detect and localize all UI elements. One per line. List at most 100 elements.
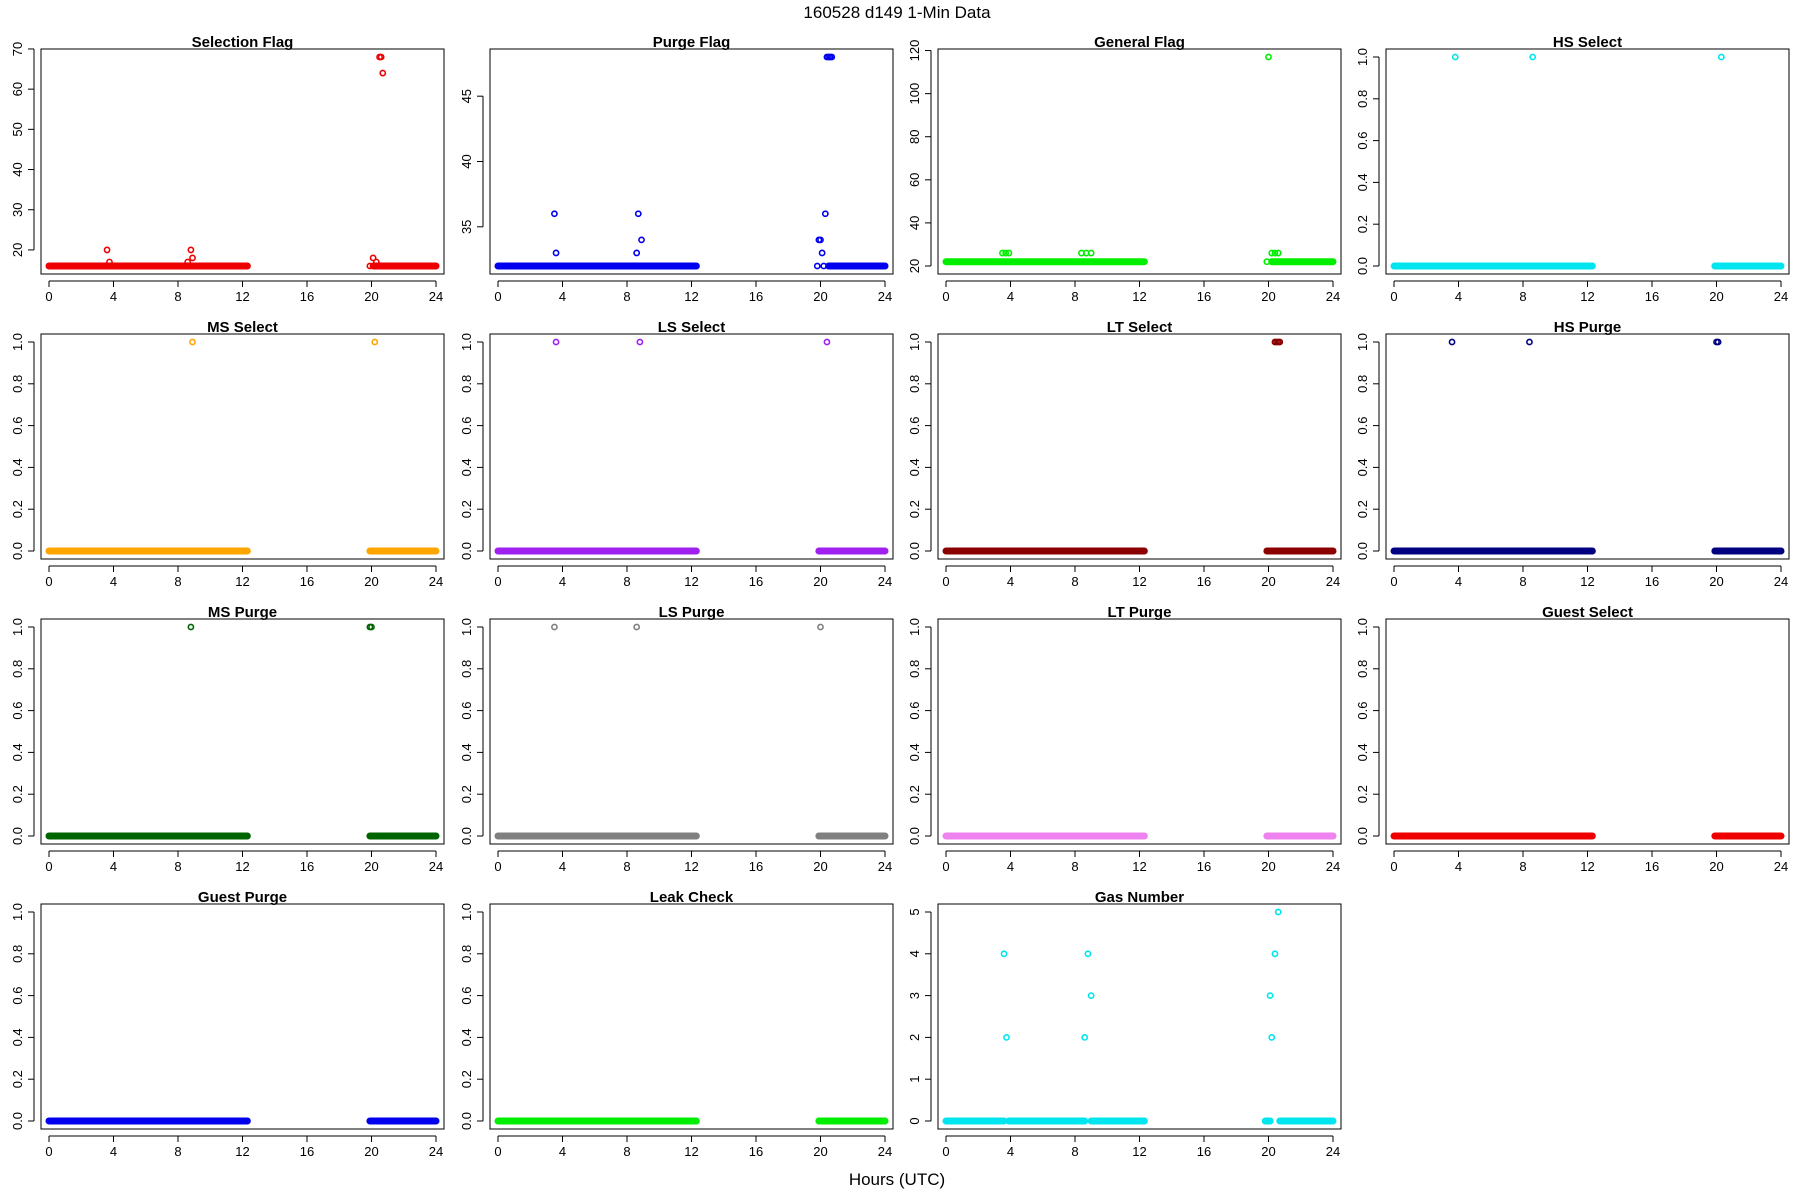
panel-hs-select: HS Select 0 4 8 12 16 20 24 0.0 0.2 0.4 0.6 0.8 1.0 [1355,34,1790,304]
data-point [377,53,385,61]
panel-title: LS Select [658,319,726,336]
data-point [633,249,641,257]
x-axis: 0 4 8 12 16 20 24 [45,280,443,304]
x-tick-label: 8 [174,289,181,304]
y-tick-label: 0.2 [1355,215,1370,233]
y-tick-label: 0.8 [1355,660,1370,678]
y-tick-label: 0.4 [10,458,25,476]
data-point [1271,950,1279,958]
x-tick-label: 24 [1326,574,1340,589]
panel-leak-check: Leak Check 0 4 8 12 16 20 24 0.0 0.2 0.4 0.6 0.8 1.0 [459,889,894,1159]
x-tick-label: 16 [300,859,314,874]
y-tick-label: 0.8 [10,375,25,393]
y-tick-label: 60 [10,82,25,96]
x-tick-label: 0 [942,574,949,589]
x-tick-label: 16 [1197,574,1211,589]
x-tick-label: 8 [1071,289,1078,304]
data-point [366,262,374,270]
plot-frame [1385,48,1790,275]
panel-purge-flag: Purge Flag 0 4 8 12 16 20 24 35 40 45 [459,34,894,304]
y-tick-label: 1.0 [1355,333,1370,351]
y-tick-label: 80 [907,129,922,143]
x-tick-label: 16 [749,1144,763,1159]
data-point [633,623,641,631]
plot-frame [937,618,1342,845]
y-tick-label: 40 [459,154,474,168]
data-point [1717,53,1725,61]
data-point [999,249,1006,257]
y-tick-label: 1.0 [10,333,25,351]
x-tick-label: 4 [1455,574,1462,589]
y-tick-label: 2 [907,1034,922,1041]
x-tick-label: 4 [559,859,566,874]
data-points [45,623,440,840]
x-tick-label: 12 [1132,289,1146,304]
x-tick-label: 4 [559,574,566,589]
y-axis: 0.0 0.2 0.4 0.6 0.8 1.0 [10,618,35,845]
x-tick-label: 24 [878,574,892,589]
data-points [494,53,889,270]
x-tick-label: 4 [559,289,566,304]
y-tick-label: 0.8 [907,375,922,393]
data-point [1271,249,1279,257]
y-tick-label: 0.2 [907,500,922,518]
data-point [189,254,196,262]
data-point [818,249,826,257]
panel-title: HS Select [1553,34,1622,51]
x-tick-label: 20 [1261,289,1275,304]
x-tick-label: 20 [813,859,827,874]
y-axis: 20 40 60 80 100 120 [907,40,932,273]
data-point [638,236,645,244]
data-point [187,623,195,631]
x-tick-label: 16 [300,574,314,589]
x-tick-label: 12 [1132,859,1146,874]
x-tick-label: 12 [1580,289,1594,304]
x-tick-label: 8 [1071,859,1078,874]
panel-title: LT Select [1107,319,1173,336]
x-tick-label: 24 [429,859,443,874]
x-tick-label: 20 [364,289,378,304]
x-tick-label: 12 [1132,574,1146,589]
y-tick-label: 4 [907,950,922,957]
y-tick-label: 0.8 [459,660,474,678]
data-points [45,338,440,555]
y-tick-label: 60 [907,173,922,187]
x-tick-label: 20 [1261,1144,1275,1159]
y-tick-label: 0.0 [1355,827,1370,845]
x-tick-label: 12 [235,859,249,874]
y-tick-label: 0.6 [1355,702,1370,720]
y-tick-label: 40 [907,216,922,230]
data-point [106,258,113,266]
data-point [1448,338,1456,346]
data-point [634,210,642,218]
y-tick-label: 1.0 [459,903,474,921]
x-tick-label: 12 [235,1144,249,1159]
y-tick-label: 0.6 [459,417,474,435]
x-tick-label: 0 [494,859,501,874]
x-tick-label: 20 [364,574,378,589]
y-tick-label: 0.2 [10,1070,25,1088]
panel-ls-purge: LS Purge 0 4 8 12 16 20 24 0.0 0.2 0.4 0.6 0.8 1.0 [459,604,894,874]
y-tick-label: 0.2 [459,1070,474,1088]
y-tick-label: 0.2 [459,785,474,803]
y-tick-label: 0.8 [1355,90,1370,108]
x-tick-label: 4 [110,859,117,874]
y-tick-label: 0.4 [459,743,474,761]
x-axis: 0 4 8 12 16 20 24 [942,1135,1340,1159]
x-tick-label: 0 [45,859,52,874]
y-axis: 0.0 0.2 0.4 0.6 0.8 1.0 [459,333,484,560]
x-axis: 0 4 8 12 16 20 24 [494,565,892,589]
x-tick-label: 24 [1326,1144,1340,1159]
x-tick-label: 24 [429,289,443,304]
plot-frame [489,903,894,1130]
x-tick-label: 0 [494,289,501,304]
x-tick-label: 20 [364,859,378,874]
y-tick-label: 0.6 [459,987,474,1005]
x-tick-label: 20 [813,289,827,304]
x-axis: 0 4 8 12 16 20 24 [942,280,1340,304]
data-point [817,236,824,244]
data-point [368,623,375,631]
y-tick-label: 0.8 [459,945,474,963]
x-tick-label: 8 [174,574,181,589]
data-point [1268,1034,1276,1041]
